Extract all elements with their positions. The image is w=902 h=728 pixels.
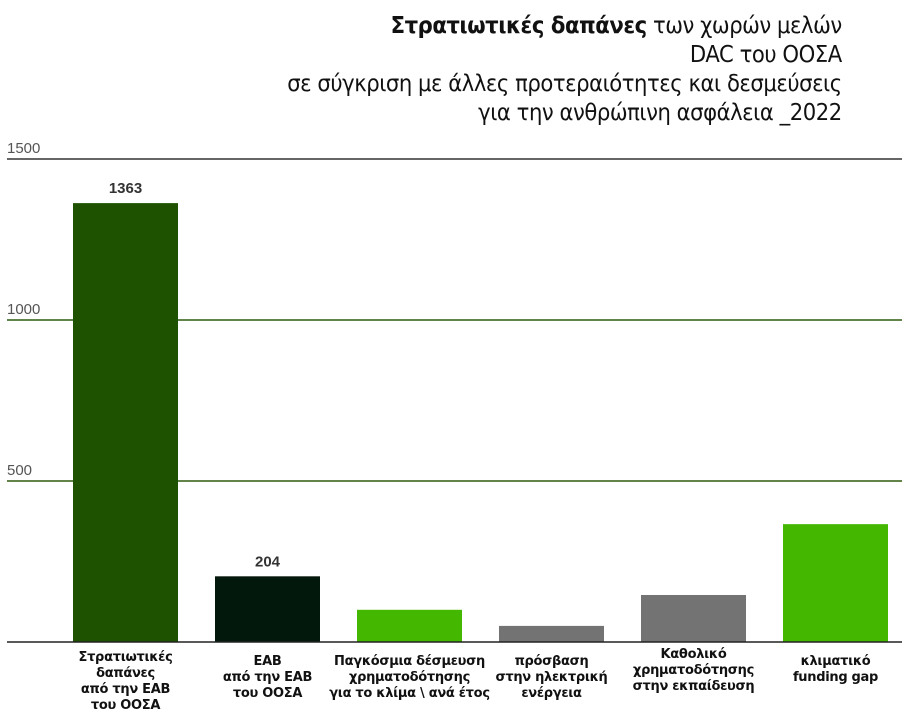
bar	[499, 625, 604, 642]
x-category-label: Καθολικό	[661, 647, 727, 662]
x-category-label: δαπάνες	[96, 666, 155, 681]
bar	[641, 594, 746, 642]
x-category-label: Παγκόσμια δέσμευση	[334, 654, 485, 669]
x-category-label: του ΟΟΣΑ	[91, 698, 160, 713]
bar	[783, 524, 888, 642]
data-label: 204	[255, 553, 281, 570]
x-category-label: πρόσβαση	[515, 654, 589, 669]
title-bold: Στρατιωτικές δαπάνες	[390, 13, 648, 39]
x-category-label: του ΟΟΣΑ	[233, 686, 302, 701]
y-tick-label: 1000	[7, 301, 40, 318]
x-category-label: Στρατιωτικές	[78, 650, 172, 665]
title-line: για την ανθρώπινη ασφάλεια _2022	[478, 100, 842, 126]
title-line: DAC του ΟΟΣΑ	[690, 42, 842, 68]
x-category-label: ενέργεια	[521, 686, 582, 701]
bar	[215, 576, 320, 642]
chart-title: Στρατιωτικές δαπάνες των χωρών μελών DAC …	[287, 12, 842, 128]
x-category-label: από την ΕΑΒ	[223, 670, 312, 685]
y-tick-label: 500	[7, 462, 32, 479]
x-category-label: funding gap	[793, 670, 878, 685]
x-category-label: στην ηλεκτρική	[496, 670, 608, 685]
x-category-label: κλιματικό	[801, 654, 871, 669]
x-category-label: για το κλίμα \ ανά έτος	[329, 686, 489, 701]
bar	[73, 203, 178, 642]
x-category-label: στην εκπαίδευση	[633, 679, 755, 694]
x-category-label: χρηματοδότησης	[633, 663, 754, 678]
x-category-label: ΕΑΒ	[254, 654, 282, 669]
x-category-label: χρηματοδότησης	[349, 670, 470, 685]
title-rest: των χωρών μελών	[647, 13, 842, 39]
y-tick-label: 1500	[7, 140, 40, 157]
title-line: σε σύγκριση με άλλες προτεραιότητες και …	[287, 71, 842, 97]
data-label: 1363	[109, 180, 142, 197]
x-category-label: από την ΕΑΒ	[81, 682, 170, 697]
bar	[357, 609, 462, 642]
